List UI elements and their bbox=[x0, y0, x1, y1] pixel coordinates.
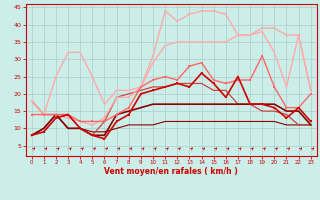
X-axis label: Vent moyen/en rafales ( km/h ): Vent moyen/en rafales ( km/h ) bbox=[104, 167, 238, 176]
